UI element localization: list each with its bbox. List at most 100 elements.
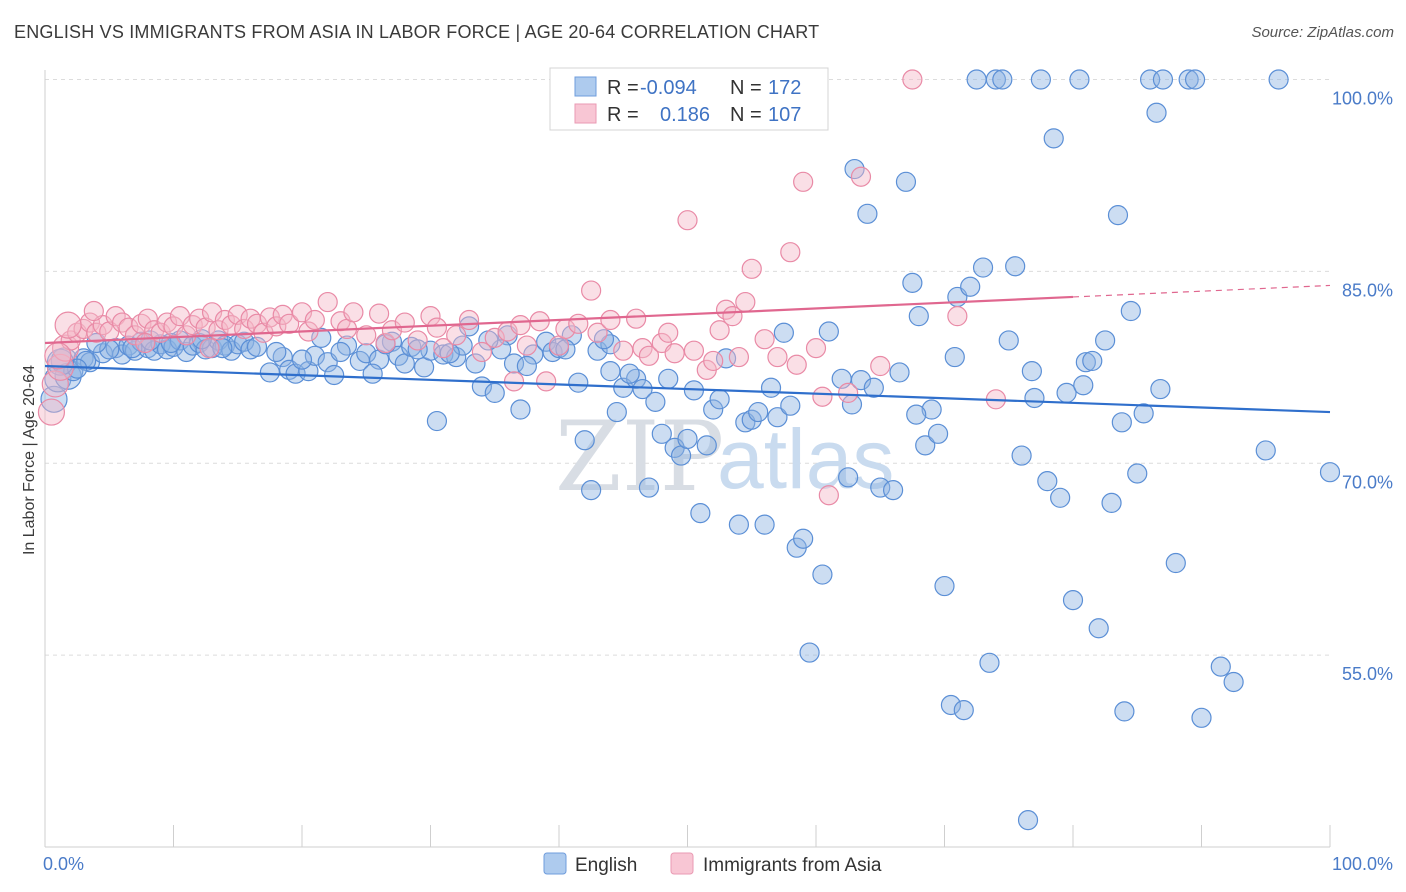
legend-label-asia: Immigrants from Asia: [703, 855, 882, 876]
english-point: [985, 69, 1007, 90]
y-tick-label: 55.0%: [1342, 664, 1393, 684]
english-point: [921, 399, 942, 420]
asia-point: [658, 322, 679, 343]
english-point: [651, 423, 672, 444]
english-point: [587, 340, 608, 361]
english-point: [1062, 590, 1084, 611]
english-point: [1255, 440, 1276, 461]
english-point: [857, 203, 878, 224]
english-point: [600, 361, 621, 382]
asia-point: [426, 317, 448, 338]
stats-n-label-english: N =: [730, 77, 762, 99]
english-point: [1114, 701, 1135, 722]
english-point: [1191, 707, 1212, 728]
english-point: [1178, 69, 1199, 90]
english-point: [658, 368, 679, 389]
english-point: [1268, 69, 1289, 90]
english-point: [645, 391, 666, 412]
asia-point: [568, 313, 589, 334]
asia-point: [510, 315, 531, 336]
trend-line-asia-extension: [1072, 284, 1331, 298]
gridlines: [45, 79, 1330, 656]
english-point: [767, 407, 788, 428]
stats-r-value-asia: 0.186: [660, 104, 710, 126]
english-point: [1075, 352, 1096, 373]
english-point: [484, 382, 505, 403]
asia-point: [516, 335, 537, 356]
english-point: [773, 322, 794, 343]
english-point: [510, 399, 531, 420]
asia-point: [587, 322, 608, 343]
y-tick-label: 100.0%: [1332, 89, 1393, 109]
english-point: [581, 480, 602, 501]
english-point: [452, 335, 473, 356]
stats-n-value-asia: 107: [768, 104, 801, 126]
asia-point: [433, 338, 454, 359]
english-point: [1050, 487, 1071, 508]
english-point: [793, 528, 814, 549]
trend-lines: [44, 284, 1331, 414]
asia-point: [786, 354, 807, 375]
asia-point: [812, 386, 833, 407]
english-point: [703, 399, 724, 420]
stats-n-value-english: 172: [768, 77, 801, 99]
english-point: [1127, 463, 1148, 484]
english-point: [966, 69, 987, 90]
english-point: [1319, 462, 1341, 483]
asia-point: [41, 370, 69, 398]
asia-point: [471, 341, 492, 363]
english-point: [953, 700, 974, 721]
asia-point: [870, 355, 891, 377]
english-point: [760, 377, 782, 398]
english-point: [927, 423, 949, 444]
stats-swatch-asia: [574, 103, 597, 124]
asia-point: [703, 350, 724, 372]
asia-point: [536, 371, 557, 392]
stats-n-label-asia: N =: [730, 104, 762, 126]
english-point: [799, 642, 820, 663]
english-point: [311, 327, 332, 348]
asia-point: [664, 343, 685, 364]
english-point: [330, 341, 351, 363]
legend-swatch-asia: [670, 852, 694, 875]
asia-point: [343, 302, 364, 323]
asia-point: [625, 308, 647, 329]
watermark: ZIP atlas: [555, 401, 894, 513]
english-point: [748, 401, 769, 423]
english-point: [972, 257, 994, 278]
english-point: [555, 339, 576, 360]
english-point: [940, 694, 962, 716]
asia-point: [407, 330, 428, 351]
english-point: [291, 349, 313, 370]
asia-point: [741, 258, 762, 279]
english-point: [1088, 618, 1109, 639]
english-point: [1011, 445, 1032, 466]
english-points: [40, 69, 1341, 831]
asia-point: [754, 329, 775, 350]
asia-point: [850, 166, 872, 187]
asia-point: [838, 382, 859, 403]
english-point: [728, 514, 750, 535]
english-point: [1101, 492, 1122, 514]
y-axis-title: In Labor Force | Age 20-64: [21, 365, 38, 555]
asia-point: [381, 320, 403, 341]
english-point: [838, 467, 859, 488]
asia-point: [728, 346, 750, 368]
english-point: [304, 345, 325, 366]
axes: [44, 70, 1331, 848]
english-point: [632, 378, 653, 400]
english-point: [915, 435, 936, 456]
asia-point: [446, 325, 467, 346]
english-point: [1107, 204, 1129, 226]
asia-point: [135, 332, 156, 354]
asia-point: [638, 345, 660, 366]
english-point: [86, 332, 107, 354]
series-legend: English Immigrants from Asia: [543, 852, 882, 876]
english-point: [426, 410, 448, 432]
english-point: [1120, 300, 1141, 322]
asia-point: [805, 338, 827, 359]
chart-source: Source: ZipAtlas.com: [1251, 24, 1394, 41]
asia-point: [304, 309, 325, 331]
english-point: [908, 306, 929, 327]
asia-point: [37, 398, 66, 426]
